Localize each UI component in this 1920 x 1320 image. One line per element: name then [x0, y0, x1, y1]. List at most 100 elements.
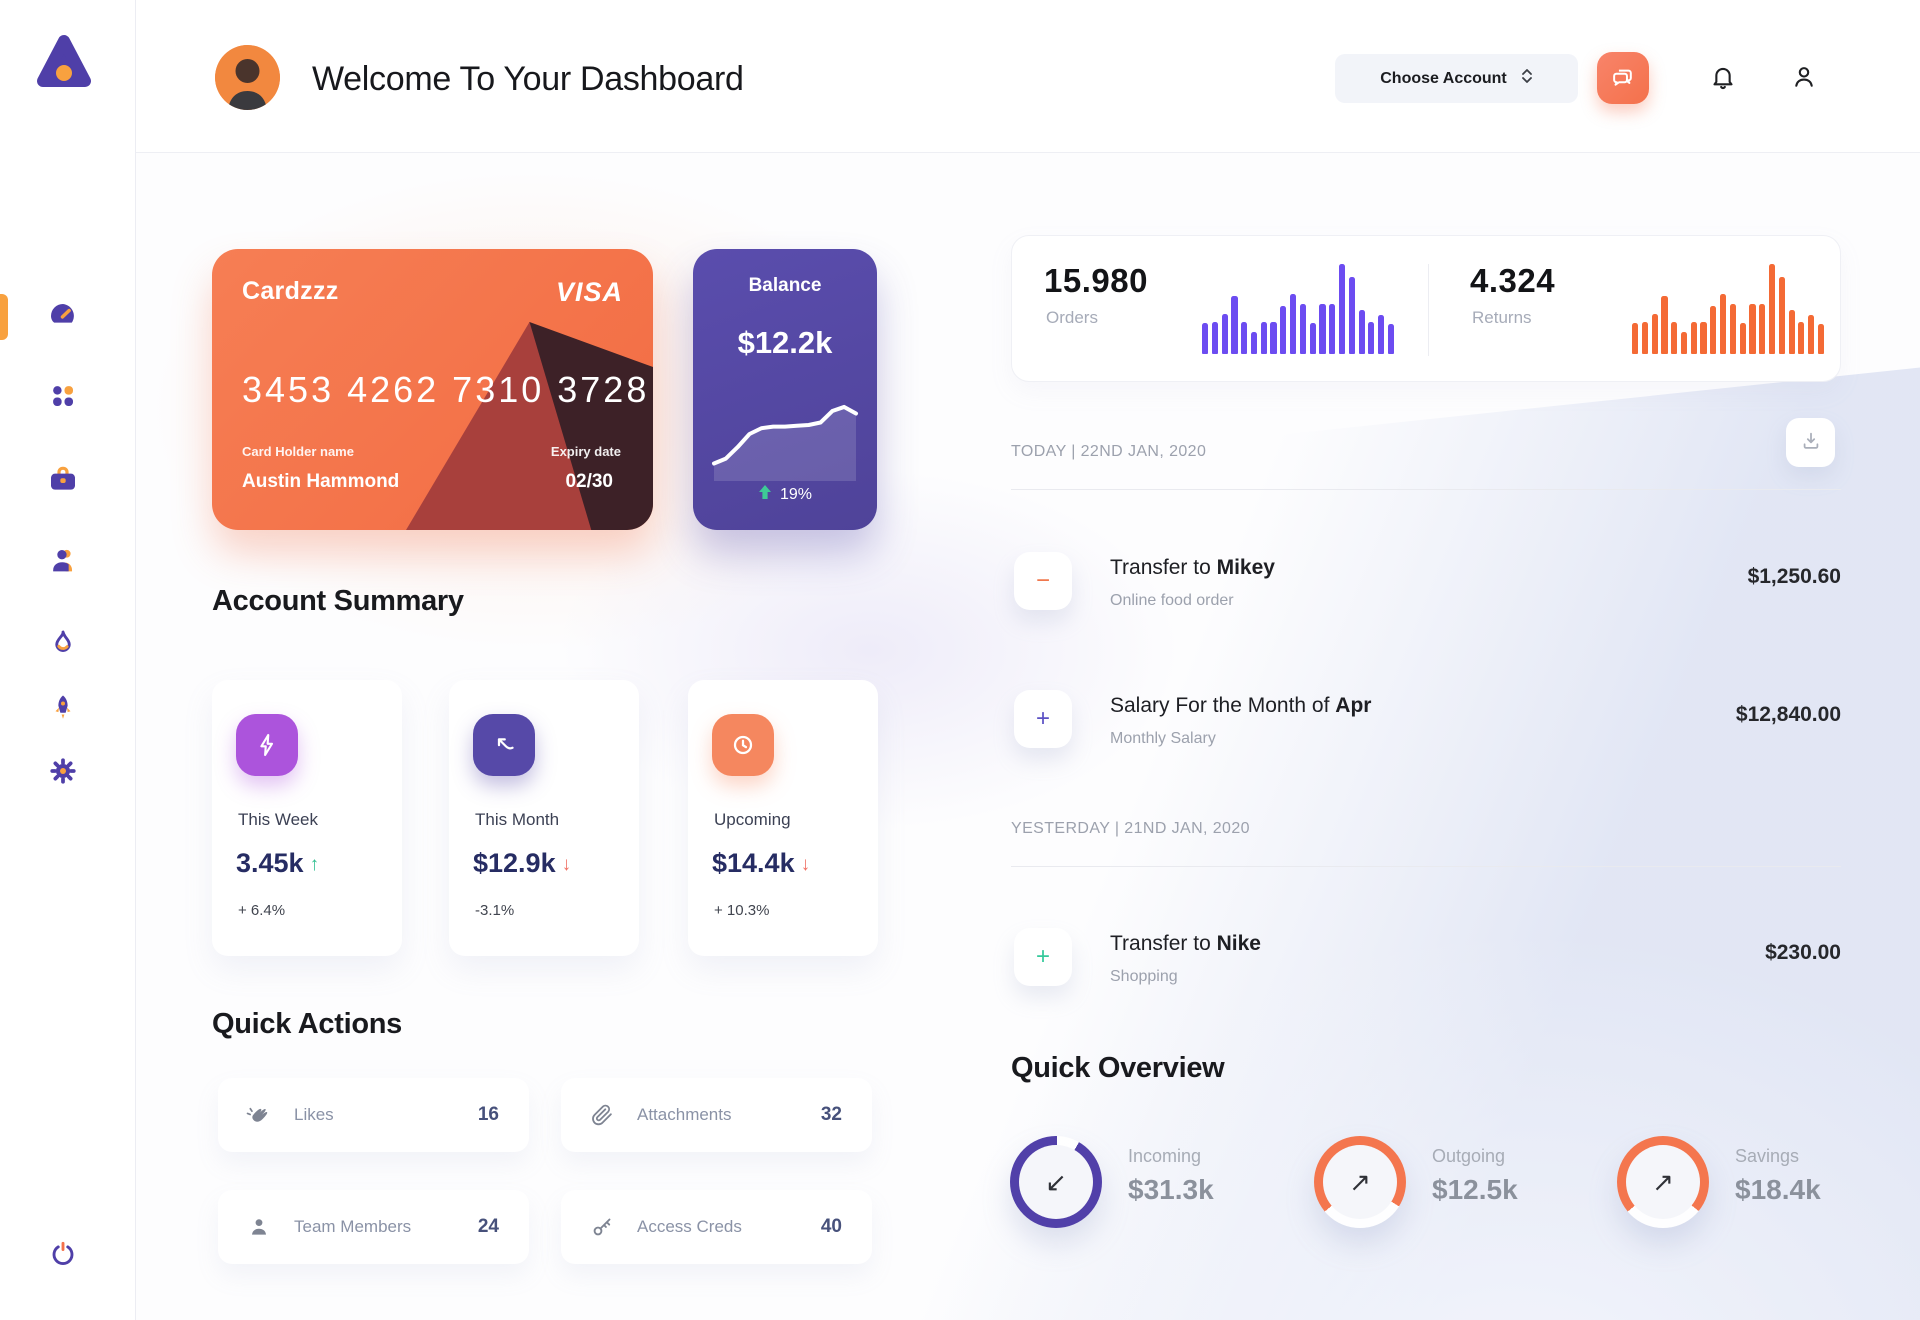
clap-hands-icon: [246, 1102, 272, 1128]
notifications-button[interactable]: [1701, 56, 1745, 100]
quick-action-label: Access Creds: [637, 1217, 742, 1236]
divider: [1011, 866, 1841, 867]
sidebar-item-activity[interactable]: [43, 624, 83, 664]
card-expiry-value: 02/30: [565, 471, 613, 492]
summary-value: $12.9k ↓: [473, 848, 572, 878]
quick-actions-title: Quick Actions: [212, 1008, 403, 1040]
overview-value: $31.3k: [1128, 1174, 1214, 1205]
transaction-amount: $1,250.60: [1747, 565, 1841, 588]
transaction-title: Transfer to Nike: [1110, 932, 1261, 955]
sidebar-item-launch[interactable]: [43, 688, 83, 728]
sidebar: [0, 0, 136, 1320]
trend-down-arrow: ↓: [561, 854, 572, 875]
sidebar-item-work[interactable]: [43, 460, 83, 500]
transaction-amount: $230.00: [1765, 941, 1841, 964]
transaction-minus-icon[interactable]: −: [1014, 552, 1072, 610]
stats-divider: [1428, 264, 1429, 356]
key-icon: [589, 1215, 615, 1239]
speedometer-icon: [47, 298, 79, 333]
clock-icon: [712, 714, 774, 776]
summary-value: 3.45k ↑: [236, 848, 320, 878]
top-header: Welcome To Your Dashboard Choose Account: [136, 0, 1920, 153]
visa-logo: VISA: [555, 277, 623, 307]
quick-action-team-members[interactable]: Team Members 24: [218, 1190, 529, 1264]
account-select[interactable]: Choose Account: [1335, 54, 1578, 103]
orders-bar-chart: [1202, 264, 1395, 354]
card-holder-label: Card Holder name: [242, 444, 354, 459]
balance-label: Balance: [748, 275, 822, 296]
person-icon: [246, 1215, 272, 1239]
card-number: 3453 4262 7310 3728: [242, 369, 650, 410]
bell-icon: [1709, 63, 1737, 94]
orders-returns-card: 15.980 Orders 4.324 Returns: [1011, 235, 1841, 382]
flame-icon: [48, 628, 78, 661]
trend-down-arrow: ↓: [800, 854, 811, 875]
transaction-plus-icon[interactable]: +: [1014, 690, 1072, 748]
balance-value: $12.2k: [737, 325, 833, 360]
power-icon: [48, 1239, 78, 1272]
sidebar-item-settings[interactable]: [43, 752, 83, 792]
quick-action-access-creds[interactable]: Access Creds 40: [561, 1190, 872, 1264]
balance-card[interactable]: Balance $12.2k 19%: [693, 249, 877, 530]
chat-button[interactable]: [1597, 52, 1649, 104]
orders-label: Orders: [1046, 308, 1098, 327]
quick-action-count: 40: [820, 1216, 842, 1237]
summary-delta: + 6.4%: [238, 902, 286, 919]
overview-value: $12.5k: [1432, 1174, 1518, 1205]
overview-label: Outgoing: [1432, 1146, 1506, 1166]
gear-icon: [48, 756, 78, 789]
summary-card-this-week[interactable]: This Week 3.45k ↑ + 6.4%: [212, 680, 402, 956]
transactions-group-header: TODAY | 22ND JAN, 2020: [1011, 443, 1207, 460]
quick-action-label: Team Members: [294, 1217, 412, 1236]
summary-label: Upcoming: [714, 810, 791, 829]
logout-button[interactable]: [43, 1235, 83, 1275]
returns-value: 4.324: [1470, 262, 1556, 299]
card-name: Cardzzz: [242, 277, 339, 305]
page-title: Welcome To Your Dashboard: [312, 60, 744, 98]
divider: [1011, 489, 1841, 490]
apps-grid-icon: [48, 381, 78, 414]
balance-change: 19%: [693, 485, 877, 505]
background-wave: [890, 930, 1920, 1320]
lightning-icon: [236, 714, 298, 776]
briefcase-icon: [47, 463, 79, 498]
quick-action-label: Attachments: [637, 1105, 732, 1124]
app-logo[interactable]: [33, 33, 95, 93]
sidebar-item-team[interactable]: [43, 542, 83, 582]
transaction-subtitle: Shopping: [1110, 968, 1178, 985]
incoming-ring: ↙: [1010, 1136, 1102, 1228]
arrow-up-icon: [758, 485, 772, 505]
sidebar-item-apps[interactable]: [43, 377, 83, 417]
transaction-amount: $12,840.00: [1735, 703, 1841, 726]
card-expiry-label: Expiry date: [550, 444, 621, 459]
outgoing-ring: ↗: [1314, 1136, 1406, 1228]
summary-card-this-month[interactable]: This Month $12.9k ↓ -3.1%: [449, 680, 639, 956]
savings-ring: ↗: [1617, 1136, 1709, 1228]
quick-overview-title: Quick Overview: [1011, 1052, 1225, 1084]
profile-button[interactable]: [1782, 56, 1826, 100]
sidebar-item-dashboard[interactable]: [43, 295, 83, 335]
quick-action-count: 32: [820, 1104, 842, 1125]
user-icon: [1790, 63, 1818, 94]
user-avatar[interactable]: [215, 45, 280, 110]
chat-icon: [1609, 63, 1637, 94]
overview-value: $18.4k: [1735, 1174, 1821, 1205]
returns-bar-chart: [1632, 264, 1825, 354]
arrow-up-right-icon: ↗: [1323, 1145, 1397, 1219]
quick-action-attachments[interactable]: Attachments 32: [561, 1078, 872, 1152]
transactions-group-header: YESTERDAY | 21ND JAN, 2020: [1011, 820, 1250, 837]
quick-action-count: 16: [477, 1104, 499, 1125]
person-icon: [48, 545, 79, 579]
account-summary-title: Account Summary: [212, 585, 464, 617]
download-transactions-button[interactable]: [1786, 418, 1835, 467]
card-holder-name: Austin Hammond: [242, 471, 400, 492]
credit-card[interactable]: Cardzzz VISA 3453 4262 7310 3728 Card Ho…: [212, 249, 653, 530]
transaction-title: Salary For the Month of Apr: [1110, 694, 1372, 717]
transaction-plus-icon[interactable]: +: [1014, 928, 1072, 986]
summary-card-upcoming[interactable]: Upcoming $14.4k ↓ + 10.3%: [688, 680, 878, 956]
trend-up-arrow: ↑: [309, 854, 320, 875]
quick-action-likes[interactable]: Likes 16: [218, 1078, 529, 1152]
quick-action-label: Likes: [294, 1105, 334, 1124]
summary-label: This Week: [238, 810, 318, 829]
